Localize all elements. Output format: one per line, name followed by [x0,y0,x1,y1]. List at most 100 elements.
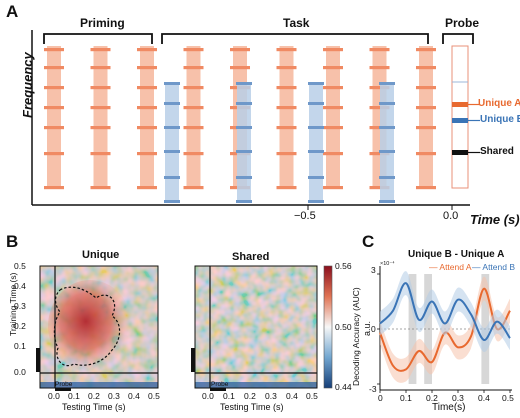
xtick: 0.0 [48,391,60,401]
priming-brace [43,33,153,44]
orange-frequency-tick [230,48,250,52]
orange-frequency-tick [137,186,157,190]
probe-brace [442,33,474,44]
orange-frequency-tick [137,66,157,70]
orange-frequency-tick [323,106,343,110]
orange-frequency-tick [90,86,111,90]
orange-frequency-tick [276,186,297,190]
ytick: 0.3 [14,301,26,311]
orange-frequency-tick [137,48,157,52]
panel-c-label: C [362,232,375,251]
orange-frequency-tick [276,106,297,110]
xtick: 0.4 [128,391,140,401]
c-xtick: 0.5 [502,393,514,403]
orange-frequency-tick [183,126,204,130]
orange-frequency-tick [44,186,64,190]
blue-frequency-tick [236,150,252,153]
panel-c-plot [377,266,512,393]
probe-box [451,45,469,189]
orange-frequency-tick [183,48,204,52]
orange-frequency-tick [230,66,250,70]
orange-frequency-tick [183,86,204,90]
orange-frequency-tick [90,126,111,130]
blue-frequency-tick [164,82,180,85]
blue-frequency-tick [308,102,324,105]
orange-frequency-tick [137,106,157,110]
orange-frequency-tick [276,86,297,90]
probe-shared-mark [452,150,468,155]
orange-frequency-tick [369,66,390,70]
ytick: 0.1 [14,341,26,351]
orange-frequency-tick [369,86,390,90]
xtick: 0.1 [223,391,235,401]
blue-stimulus-bar [237,82,251,202]
task-brace [161,33,429,44]
blue-stimulus-bar [380,82,394,202]
c-ytick-bot: -3 [369,384,377,394]
significance-contour [53,286,121,367]
period-priming: Priming [80,16,125,30]
colorbar-tick-max: 0.56 [335,261,352,271]
colorbar-tick-mid: 0.50 [335,322,352,332]
orange-frequency-tick [369,186,390,190]
c-xtick: 0.2 [426,393,438,403]
orange-frequency-tick [416,106,436,110]
orange-frequency-tick [183,152,204,156]
panel-a-diagram [31,30,480,210]
orange-frequency-tick [369,152,390,156]
tick-0-0: 0.0 [443,210,459,222]
orange-frequency-tick [276,126,297,130]
heatmap-unique [36,265,159,391]
colorbar-tick-min: 0.44 [335,382,352,392]
blue-frequency-tick [236,82,252,85]
series-error-band [380,271,510,353]
orange-frequency-tick [44,66,64,70]
blue-stimulus-bar [309,82,323,202]
orange-frequency-tick [183,106,204,110]
orange-frequency-tick [276,152,297,156]
c-xtick: 0.3 [452,393,464,403]
heatmap-title-shared: Shared [232,251,270,263]
panel-a-label: A [6,2,19,21]
blue-frequency-tick [236,126,252,129]
orange-frequency-tick [44,106,64,110]
orange-frequency-tick [90,152,111,156]
c-ylabel: a.u. [362,320,372,336]
blue-frequency-tick [164,200,180,203]
orange-frequency-tick [90,106,111,110]
orange-frequency-tick [44,152,64,156]
panel-b-heatmaps [36,265,333,391]
c-xtick: 0.1 [400,393,412,403]
orange-frequency-tick [323,152,343,156]
probe-label-unique-a: Unique A [478,98,520,109]
series-line-attend-b [379,282,511,341]
xtick: 0.0 [202,391,214,401]
blue-frequency-tick [379,150,395,153]
panel-b-label: B [6,232,19,251]
orange-frequency-tick [323,48,343,52]
blue-frequency-tick [164,150,180,153]
orange-frequency-tick [137,126,157,130]
period-probe: Probe [445,16,480,30]
orange-frequency-tick [183,66,204,70]
orange-frequency-tick [90,66,111,70]
orange-frequency-tick [323,186,343,190]
heatmap-xlabel-unique: Testing Time (s) [62,402,126,412]
orange-frequency-tick [369,48,390,52]
panel-c-title: Unique B - Unique A [408,249,505,260]
colorbar [323,265,333,389]
blue-frequency-tick [164,126,180,129]
xtick: 0.2 [88,391,100,401]
c-xtick: 0.4 [478,393,490,403]
blue-frequency-tick [308,82,324,85]
orange-frequency-tick [137,152,157,156]
ytick: 0.2 [14,321,26,331]
blue-frequency-tick [236,176,252,179]
orange-frequency-tick [137,86,157,90]
orange-frequency-tick [44,126,64,130]
probe-marker-shared: Probe [211,381,229,388]
orange-frequency-tick [416,48,436,52]
xtick: 0.5 [148,391,160,401]
blue-frequency-tick [308,176,324,179]
xtick: 0.3 [265,391,277,401]
